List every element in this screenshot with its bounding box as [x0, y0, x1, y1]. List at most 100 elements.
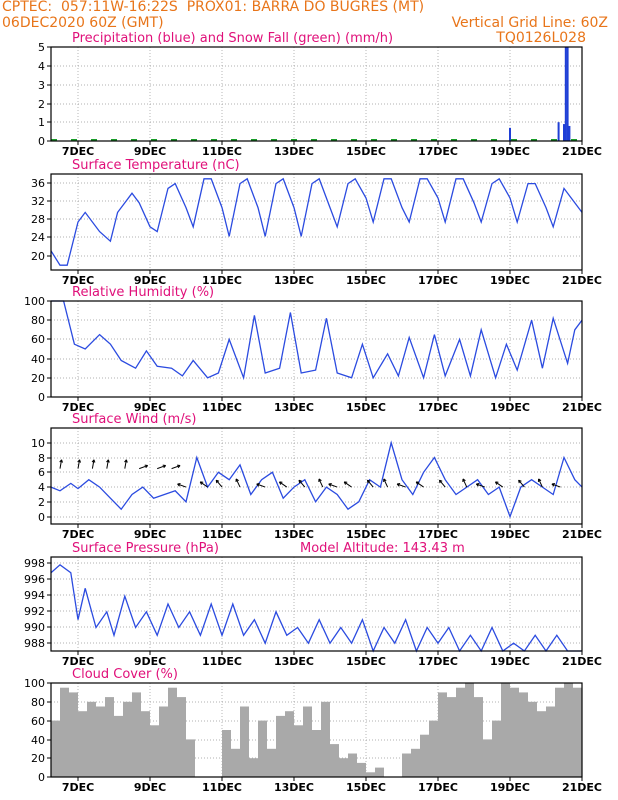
cloud-bar	[186, 739, 195, 777]
wind-arrow	[157, 465, 166, 470]
cloud-bar	[141, 711, 150, 777]
wind-arrow	[124, 459, 127, 469]
cloud-bar	[222, 730, 231, 777]
x-tick-label: 9DEC	[134, 145, 166, 158]
cloud-bar	[447, 697, 456, 777]
wind-arrow-head	[396, 483, 400, 487]
cloud-bar	[123, 701, 132, 777]
wind-arrow-head	[278, 481, 282, 485]
cloud-bar	[546, 706, 555, 777]
y-tick-label: 28	[31, 213, 45, 226]
x-tick-label: 21DEC	[562, 274, 602, 287]
y-tick-label: 3	[38, 79, 45, 92]
x-tick-label: 7DEC	[62, 401, 94, 414]
wind-arrow	[396, 483, 406, 488]
x-tick-label: 13DEC	[274, 781, 314, 794]
wind-arrow-head	[59, 459, 62, 463]
y-tick-label: 0	[38, 135, 45, 148]
y-tick-label: 100	[24, 295, 45, 308]
x-tick-label: 17DEC	[418, 145, 458, 158]
cloud-bar	[492, 720, 501, 777]
header-location: CPTEC: 057:11W-16:22S PROX01: BARRA DO B…	[2, 0, 425, 15]
x-tick-label: 11DEC	[202, 528, 242, 541]
panel-frame	[50, 682, 583, 778]
wind-arrow	[518, 479, 525, 488]
y-tick-label: 992	[24, 605, 45, 618]
panel-frame	[50, 427, 583, 525]
panel-title: Cloud Cover (%)	[72, 667, 178, 682]
y-tick-label: 2	[38, 496, 45, 509]
x-tick-label: 9DEC	[134, 781, 166, 794]
x-tick-label: 17DEC	[418, 528, 458, 541]
cloud-bar	[294, 725, 303, 777]
panel-frame	[50, 556, 583, 652]
x-tick-label: 13DEC	[274, 145, 314, 158]
precip-bar	[563, 124, 565, 141]
x-tick-label: 15DEC	[346, 145, 386, 158]
x-tick-label: 7DEC	[62, 145, 94, 158]
cloud-bar	[51, 720, 60, 777]
precip-bar	[557, 122, 560, 141]
cloud-bar	[321, 701, 330, 777]
y-tick-label: 40	[31, 353, 45, 366]
cloud-bar	[366, 772, 375, 777]
cloud-bar	[69, 692, 78, 777]
cloud-bar	[339, 758, 348, 777]
x-tick-label: 11DEC	[202, 274, 242, 287]
wind-arrow	[538, 478, 543, 488]
panel-frame	[50, 300, 583, 398]
y-tick-label: 5	[38, 41, 45, 54]
series-line	[50, 440, 583, 519]
wind-arrow-head	[256, 483, 260, 487]
wind-arrow-head	[177, 483, 180, 487]
cloud-bar	[249, 758, 258, 777]
precip-bar	[566, 47, 569, 141]
x-tick-label: 19DEC	[490, 401, 530, 414]
cloud-bar	[177, 697, 186, 777]
cloud-bar	[420, 734, 429, 777]
cloud-bar	[159, 706, 168, 777]
precip-bar	[509, 127, 511, 141]
precip-bar	[568, 125, 571, 141]
precip-bar	[564, 47, 567, 141]
cloud-bar	[312, 730, 321, 777]
cloud-bar	[402, 753, 411, 777]
x-tick-label: 9DEC	[134, 655, 166, 668]
y-tick-label: 100	[24, 677, 45, 690]
cloud-bar	[258, 720, 267, 777]
wind-arrow-head	[438, 480, 441, 484]
header-grid-note: Vertical Grid Line: 60Z	[451, 15, 608, 31]
y-tick-label: 60	[31, 333, 45, 346]
cloud-bar	[285, 711, 294, 777]
x-tick-label: 15DEC	[346, 274, 386, 287]
x-tick-label: 19DEC	[490, 528, 530, 541]
cloud-bar	[267, 748, 276, 777]
y-tick-label: 6	[38, 466, 45, 479]
wind-arrow-head	[518, 480, 520, 484]
cloud-bar	[348, 753, 357, 777]
cloud-bar	[564, 683, 573, 777]
x-tick-label: 15DEC	[346, 528, 386, 541]
x-tick-label: 13DEC	[274, 528, 314, 541]
x-tick-label: 19DEC	[490, 145, 530, 158]
wind-arrow-head	[551, 483, 555, 487]
wind-arrow-head	[91, 459, 95, 463]
cloud-bar	[474, 697, 483, 777]
wind-arrow-head	[199, 481, 203, 485]
y-tick-label: 994	[24, 589, 45, 602]
wind-arrow-head	[494, 481, 498, 485]
x-tick-label: 21DEC	[562, 528, 602, 541]
cloud-bar	[411, 748, 420, 777]
cloud-bar	[78, 711, 87, 777]
cloud-bar	[114, 715, 123, 777]
y-tick-label: 20	[31, 752, 45, 765]
wind-arrow-head	[475, 483, 479, 487]
x-tick-label: 11DEC	[202, 655, 242, 668]
x-tick-label: 21DEC	[562, 655, 602, 668]
wind-arrow	[235, 478, 241, 488]
x-tick-label: 17DEC	[418, 655, 458, 668]
panel-title: Relative Humidity (%)	[72, 285, 214, 300]
cloud-bar	[456, 687, 465, 777]
y-tick-label: 4	[38, 60, 45, 73]
x-tick-label: 11DEC	[202, 145, 242, 158]
